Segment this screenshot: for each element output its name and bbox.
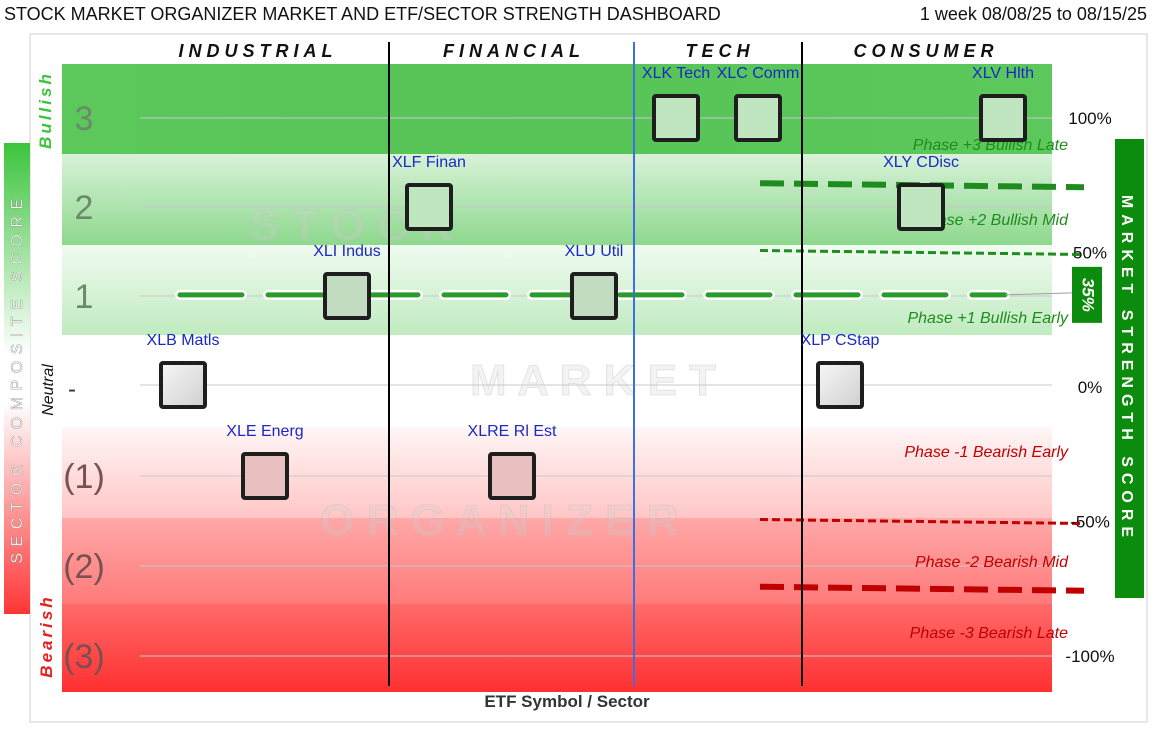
etf-label-9: XLP CStap xyxy=(801,332,880,349)
etf-marker-4 xyxy=(488,452,536,500)
etf-point-3: XLF Finan xyxy=(392,154,466,231)
etf-marker-5 xyxy=(570,272,618,320)
phase-thresholds xyxy=(759,180,1085,594)
sector-heading-industrial: INDUSTRIAL xyxy=(179,41,338,61)
band-bullish-3 xyxy=(62,64,1052,154)
strength-tag-value: 35% xyxy=(1079,278,1098,312)
x-axis-label: ETF Symbol / Sector xyxy=(484,692,650,711)
neutral-label: Neutral xyxy=(40,364,57,416)
etf-label-8: XLY CDisc xyxy=(883,154,959,171)
etf-marker-7 xyxy=(734,94,782,142)
threshold-3 xyxy=(759,583,1085,594)
pct-tick-1: 50% xyxy=(1073,244,1107,263)
market-strength-tag: 35% xyxy=(1072,266,1102,323)
etf-point-7: XLC Comm xyxy=(717,65,800,142)
etf-point-5: XLU Util xyxy=(565,243,624,320)
phase-label-1: Phase +2 Bullish Mid xyxy=(918,212,1069,229)
strength-leader xyxy=(1004,292,1073,296)
score-tick-2: 1 xyxy=(75,278,94,316)
etf-point-8: XLY CDisc xyxy=(883,154,959,231)
etf-label-2: XLI Indus xyxy=(313,243,381,260)
sector-heading-tech: TECH xyxy=(686,41,755,61)
date-range: 1 week 08/08/25 to 08/15/25 xyxy=(919,4,1147,24)
etf-point-4: XLRE Rl Est xyxy=(468,423,557,500)
threshold-2 xyxy=(759,518,1085,525)
market-strength-line xyxy=(175,289,1073,300)
bearish-label: Bearish xyxy=(37,594,56,677)
phase-label-5: Phase -3 Bearish Late xyxy=(910,625,1068,642)
pct-tick-2: 0% xyxy=(1078,378,1103,397)
etf-marker-8 xyxy=(897,183,945,231)
etf-label-10: XLV Hlth xyxy=(972,65,1034,82)
sector-composite-title: SECTOR COMPOSITE SCORE xyxy=(9,192,26,563)
band-bearish-1 xyxy=(62,427,1052,518)
sector-heading-consumer: CONSUMER xyxy=(853,41,998,61)
etf-point-10: XLV Hlth xyxy=(972,65,1034,142)
etf-marker-1 xyxy=(241,452,289,500)
etf-point-0: XLB Matls xyxy=(147,332,220,409)
etf-marker-0 xyxy=(159,361,207,409)
market-strength-title: MARKET STRENGTH SCORE xyxy=(1118,195,1135,543)
etf-marker-9 xyxy=(816,361,864,409)
score-tick-5: (2) xyxy=(63,548,105,586)
etf-label-7: XLC Comm xyxy=(717,65,800,82)
sector-composite-bar xyxy=(4,143,30,614)
watermark: S T O C K M A R K E T O R G A N I Z E R xyxy=(250,201,717,546)
band-neutral xyxy=(62,335,1052,427)
strength-tag-box xyxy=(1072,266,1102,323)
score-tick-labels: 3 2 1 - (1) (2) (3) xyxy=(63,100,105,676)
score-tick-1: 2 xyxy=(75,189,94,227)
etf-marker-6 xyxy=(652,94,700,142)
etf-label-3: XLF Finan xyxy=(392,154,466,171)
score-tick-4: (1) xyxy=(63,458,105,496)
phase-label-0: Phase +3 Bullish Late xyxy=(913,137,1068,154)
etf-point-2: XLI Indus xyxy=(313,243,381,320)
score-tick-0: 3 xyxy=(75,100,94,138)
etf-points: XLB Matls XLE Energ XLI Indus XLF Finan XLRE… xyxy=(147,65,1034,500)
etf-point-6: XLK Tech xyxy=(642,65,710,142)
watermark-line-2: M A R K E T xyxy=(470,356,716,405)
bullish-label: Bullish xyxy=(36,71,55,149)
percent-tick-labels: 100% 50% 0% -50% -100% xyxy=(1065,109,1114,666)
band-bearish-3 xyxy=(62,604,1052,692)
etf-label-5: XLU Util xyxy=(565,243,624,260)
etf-marker-3 xyxy=(405,183,453,231)
pct-tick-0: 100% xyxy=(1068,109,1111,128)
pct-tick-4: -100% xyxy=(1065,647,1114,666)
threshold-1 xyxy=(759,249,1085,256)
etf-label-1: XLE Energ xyxy=(226,423,303,440)
threshold-0 xyxy=(759,180,1085,191)
etf-marker-10 xyxy=(979,94,1027,142)
market-strength-panel xyxy=(1115,139,1144,598)
phase-label-3: Phase -1 Bearish Early xyxy=(904,444,1069,461)
watermark-line-3: O R G A N I Z E R xyxy=(320,496,679,545)
watermark-line-1: S T O C K xyxy=(250,201,453,250)
etf-label-0: XLB Matls xyxy=(147,332,220,349)
phase-label-4: Phase -2 Bearish Mid xyxy=(915,554,1069,571)
etf-point-9: XLP CStap xyxy=(801,332,880,409)
score-tick-6: (3) xyxy=(63,638,105,676)
sector-heading-financial: FINANCIAL xyxy=(443,41,585,61)
band-bearish-2 xyxy=(62,518,1052,604)
band-bullish-2 xyxy=(62,154,1052,245)
pct-tick-3: -50% xyxy=(1070,513,1110,532)
phase-label-2: Phase +1 Bullish Early xyxy=(907,310,1069,327)
etf-marker-2 xyxy=(323,272,371,320)
phase-labels: Phase +3 Bullish Late Phase +2 Bullish Mi… xyxy=(904,137,1069,642)
etf-label-4: XLRE Rl Est xyxy=(468,423,557,440)
etf-label-6: XLK Tech xyxy=(642,65,710,82)
dashboard-title: STOCK MARKET ORGANIZER MARKET AND ETF/SE… xyxy=(4,4,721,24)
score-tick-3: - xyxy=(68,376,76,403)
etf-point-1: XLE Energ xyxy=(226,423,304,500)
